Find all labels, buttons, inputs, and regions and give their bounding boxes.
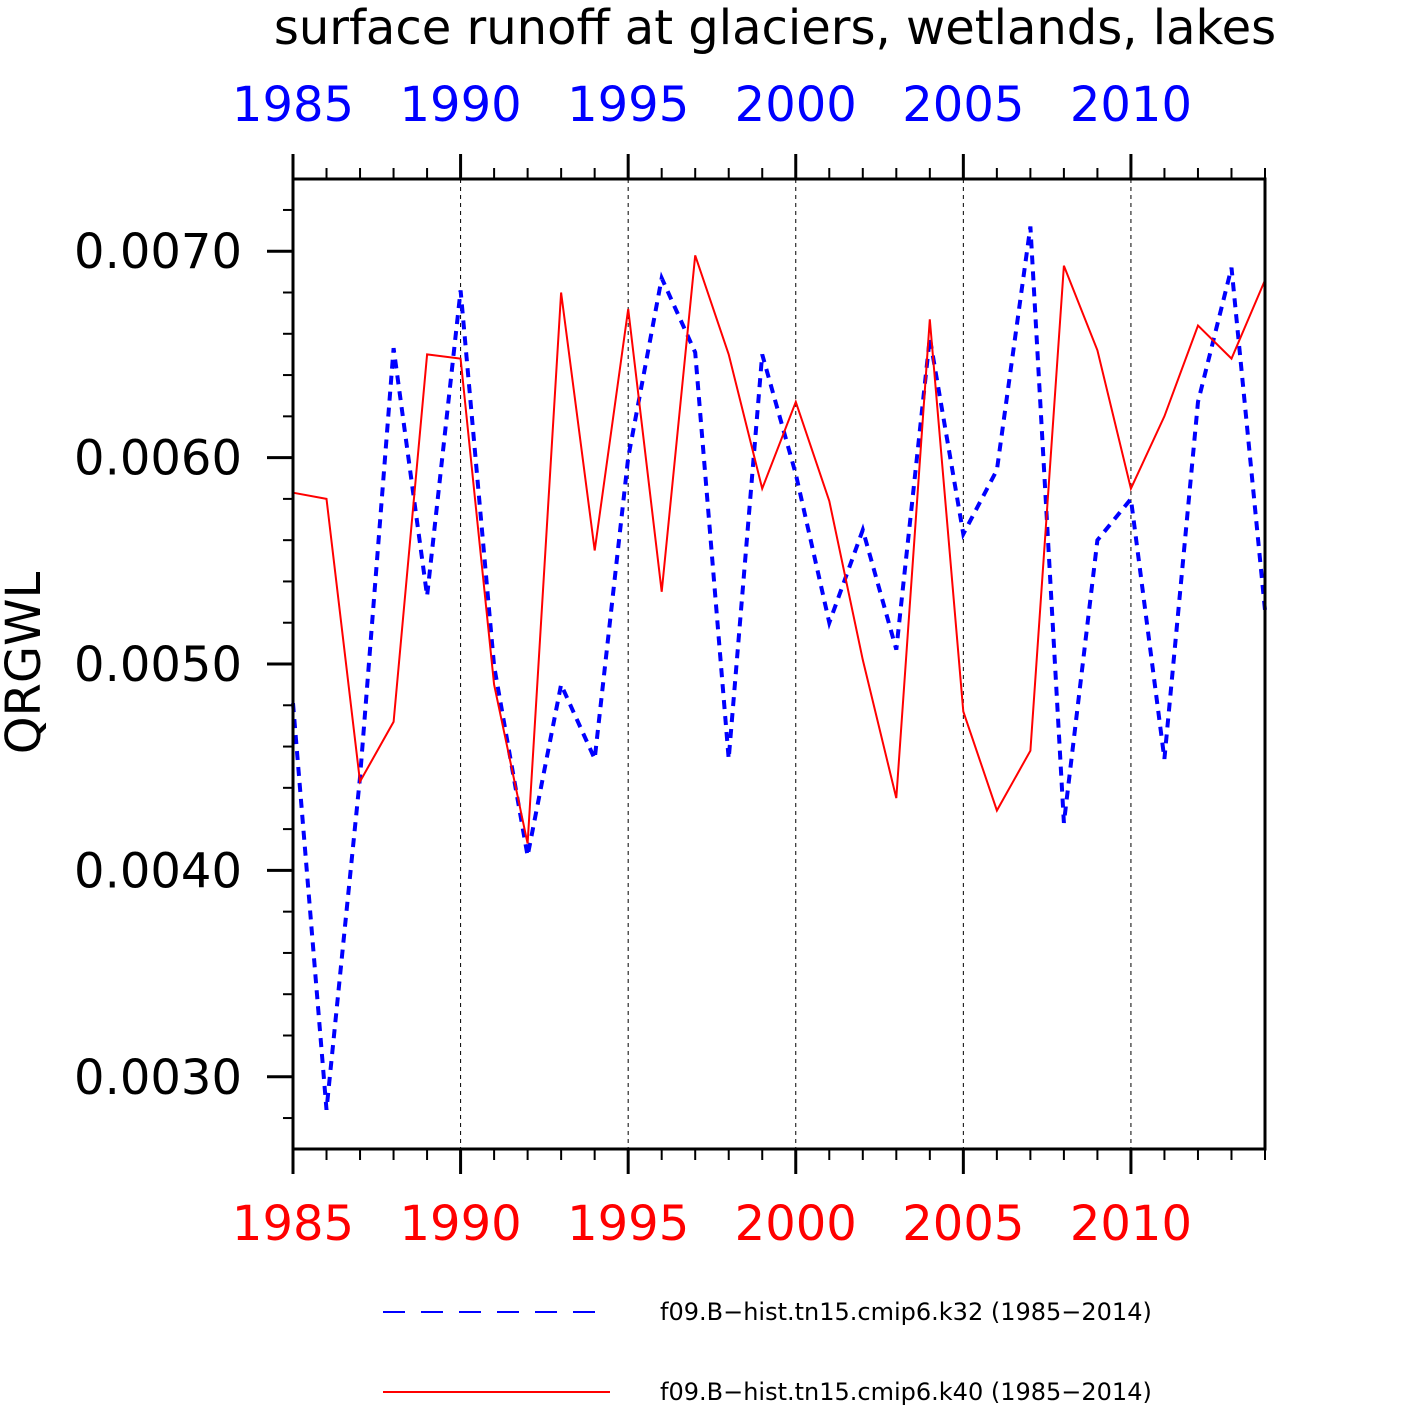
- series-0-point-1996: [661, 277, 663, 279]
- series-1-point-2007: [1030, 750, 1032, 752]
- y-tick-label-3: 0.0060: [74, 431, 242, 487]
- top-tick-label-2010: 2010: [1070, 77, 1192, 133]
- series-1-point-1992: [527, 843, 529, 845]
- y-tick-label-2: 0.0050: [74, 637, 242, 693]
- legend: f09.B−hist.tn15.cmip6.k32 (1985−2014) f0…: [383, 1298, 1152, 1406]
- legend-label-k32: f09.B−hist.tn15.cmip6.k32 (1985−2014): [660, 1298, 1152, 1326]
- series-0-point-1988: [393, 347, 395, 349]
- series-0-point-1990: [460, 290, 462, 292]
- y-tick-label-1: 0.0040: [74, 843, 242, 899]
- series-0-point-2010: [1130, 498, 1132, 500]
- series-1-point-2010: [1130, 488, 1132, 490]
- bottom-tick-label-2005: 2005: [902, 1196, 1024, 1252]
- plot-frame: [291, 177, 1267, 1151]
- y-tick-label-4: 0.0070: [74, 224, 242, 280]
- series-0-point-2003: [896, 649, 898, 651]
- series-0-point-2005: [963, 533, 965, 535]
- bottom-tick-label-2010: 2010: [1070, 1196, 1192, 1252]
- series-1-point-2005: [963, 711, 965, 713]
- series-1-point-1988: [393, 721, 395, 723]
- series-1-point-1987: [359, 781, 361, 783]
- series-0-point-2002: [862, 529, 864, 531]
- axis-ticks: [267, 154, 1266, 1174]
- series-1-point-1990: [460, 358, 462, 360]
- bottom-tick-label-2000: 2000: [735, 1196, 857, 1252]
- plot-series: [291, 226, 1267, 1111]
- bottom-tick-label-1985: 1985: [232, 1196, 354, 1252]
- series-1-point-2001: [828, 500, 830, 502]
- series-line-0: [291, 226, 1267, 1111]
- y-tick-label-0: 0.0030: [74, 1050, 242, 1106]
- bottom-tick-label-1995: 1995: [567, 1196, 689, 1252]
- top-tick-label-2005: 2005: [902, 77, 1024, 133]
- series-1-point-1997: [694, 255, 696, 257]
- series-1-point-1998: [728, 354, 730, 356]
- series-1-point-1995: [627, 308, 629, 310]
- series-0-point-2000: [795, 473, 797, 475]
- top-tick-label-2000: 2000: [735, 77, 857, 133]
- series-0-point-1998: [728, 758, 730, 760]
- series-1-point-1991: [493, 684, 495, 686]
- series-line-1: [292, 255, 1266, 844]
- series-0-point-1994: [594, 758, 596, 760]
- series-1-point-2009: [1097, 349, 1099, 351]
- series-1-point-2012: [1197, 325, 1199, 327]
- series-1-point-1994: [594, 550, 596, 552]
- series-0-point-1997: [694, 352, 696, 354]
- series-0-point-2013: [1231, 267, 1233, 269]
- legend-label-k40: f09.B−hist.tn15.cmip6.k40 (1985−2014): [660, 1378, 1152, 1406]
- series-1-point-1999: [761, 488, 763, 490]
- series-0-point-1986: [326, 1109, 328, 1111]
- series-0-point-1992: [527, 855, 529, 857]
- series-1-point-2013: [1231, 358, 1233, 360]
- top-x-tick-labels: 1985 1990 1995 2000 2005 2010: [232, 77, 1192, 133]
- series-0-point-2008: [1063, 822, 1065, 824]
- series-0-point-1995: [627, 457, 629, 459]
- series-1-point-2003: [896, 797, 898, 799]
- series-0-point-2012: [1197, 401, 1199, 403]
- series-1-point-2008: [1063, 265, 1065, 267]
- series-0-point-2011: [1164, 758, 1166, 760]
- grid-lines: [460, 179, 1132, 1149]
- series-0-point-2006: [996, 469, 998, 471]
- series-0-point-1999: [761, 354, 763, 356]
- top-tick-label-1985: 1985: [232, 77, 354, 133]
- series-0-point-1993: [560, 684, 562, 686]
- series-0-point-2001: [828, 622, 830, 624]
- series-1-point-2002: [862, 659, 864, 661]
- series-0-point-1991: [493, 665, 495, 667]
- bottom-tick-label-1990: 1990: [400, 1196, 522, 1252]
- series-1-point-2011: [1164, 416, 1166, 418]
- series-1-point-2000: [795, 401, 797, 403]
- series-1-point-2004: [929, 319, 931, 321]
- top-tick-label-1995: 1995: [567, 77, 689, 133]
- bottom-x-tick-labels: 1985 1990 1995 2000 2005 2010: [232, 1196, 1192, 1252]
- y-axis-label: QRGWL: [0, 571, 52, 754]
- y-tick-labels: 0.0030 0.0040 0.0050 0.0060 0.0070: [74, 224, 242, 1106]
- series-0-point-2009: [1097, 539, 1099, 541]
- series-1-point-1989: [426, 354, 428, 356]
- series-1-point-1986: [326, 498, 328, 500]
- top-tick-label-1990: 1990: [400, 77, 522, 133]
- series-1-point-1993: [560, 292, 562, 294]
- chart-title: surface runoff at glaciers, wetlands, la…: [274, 0, 1276, 56]
- series-0-point-2007: [1030, 226, 1032, 228]
- series-1-point-1996: [661, 591, 663, 593]
- series-1-point-2006: [996, 810, 998, 812]
- series-0-point-1989: [426, 595, 428, 597]
